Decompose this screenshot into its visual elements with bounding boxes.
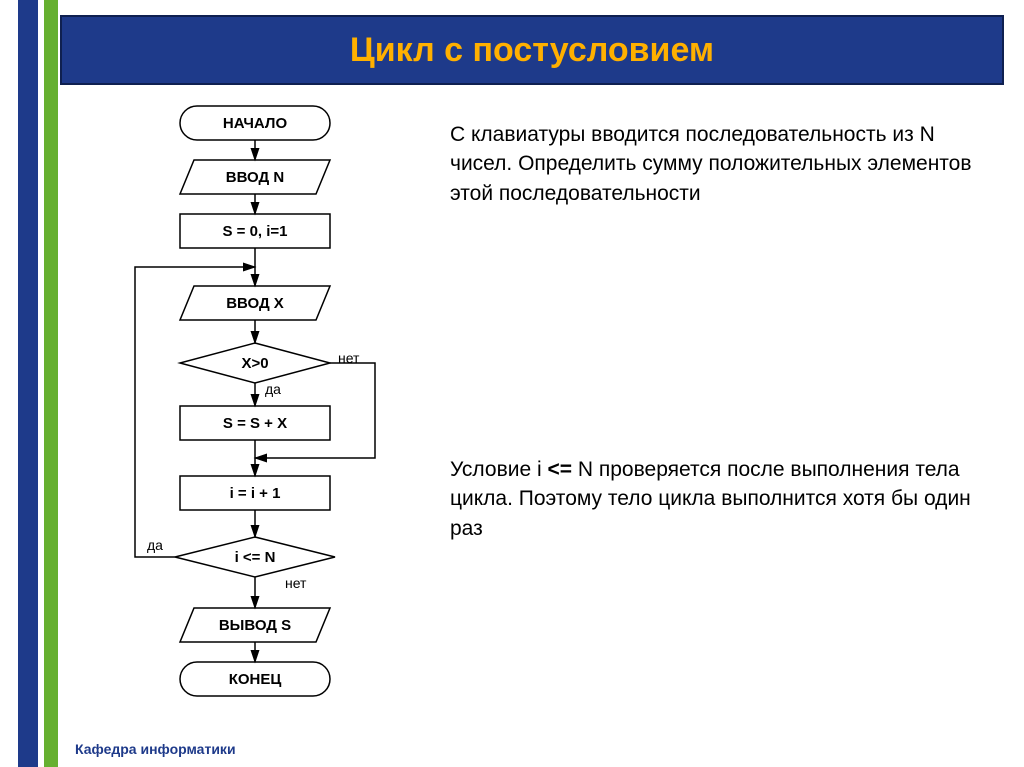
description-paragraph-1: С клавиатуры вводится последовательность… xyxy=(450,120,980,208)
left-stripe-blue xyxy=(18,0,38,767)
fc-edge-label: да xyxy=(147,537,163,553)
fc-node-incr: i = i + 1 xyxy=(180,476,330,510)
left-stripe-green xyxy=(44,0,58,767)
flowchart: НАЧАЛО ВВОД N S = 0, i=1 ВВОД X X>0 S = S + X… xyxy=(75,105,435,725)
fc-edge-label: нет xyxy=(285,575,306,591)
fc-node-start: НАЧАЛО xyxy=(180,106,330,140)
fc-edge-label: нет xyxy=(338,350,359,366)
description-paragraph-2: Условие i <= N проверяется после выполне… xyxy=(450,455,980,543)
fc-node-outputS: ВЫВОД S xyxy=(180,608,330,642)
title-bar: Цикл с постусловием xyxy=(60,15,1004,85)
fc-node-inputX: ВВОД X xyxy=(180,286,330,320)
fc-node-sum: S = S + X xyxy=(180,406,330,440)
fc-node-init: S = 0, i=1 xyxy=(180,214,330,248)
fc-node-decN: i <= N xyxy=(175,537,335,577)
footer-department: Кафедра информатики xyxy=(75,741,236,757)
fc-node-decX: X>0 xyxy=(180,343,330,383)
fc-node-inputN: ВВОД N xyxy=(180,160,330,194)
slide-title: Цикл с постусловием xyxy=(350,31,714,70)
fc-edge-label: да xyxy=(265,381,281,397)
fc-node-end: КОНЕЦ xyxy=(180,662,330,696)
